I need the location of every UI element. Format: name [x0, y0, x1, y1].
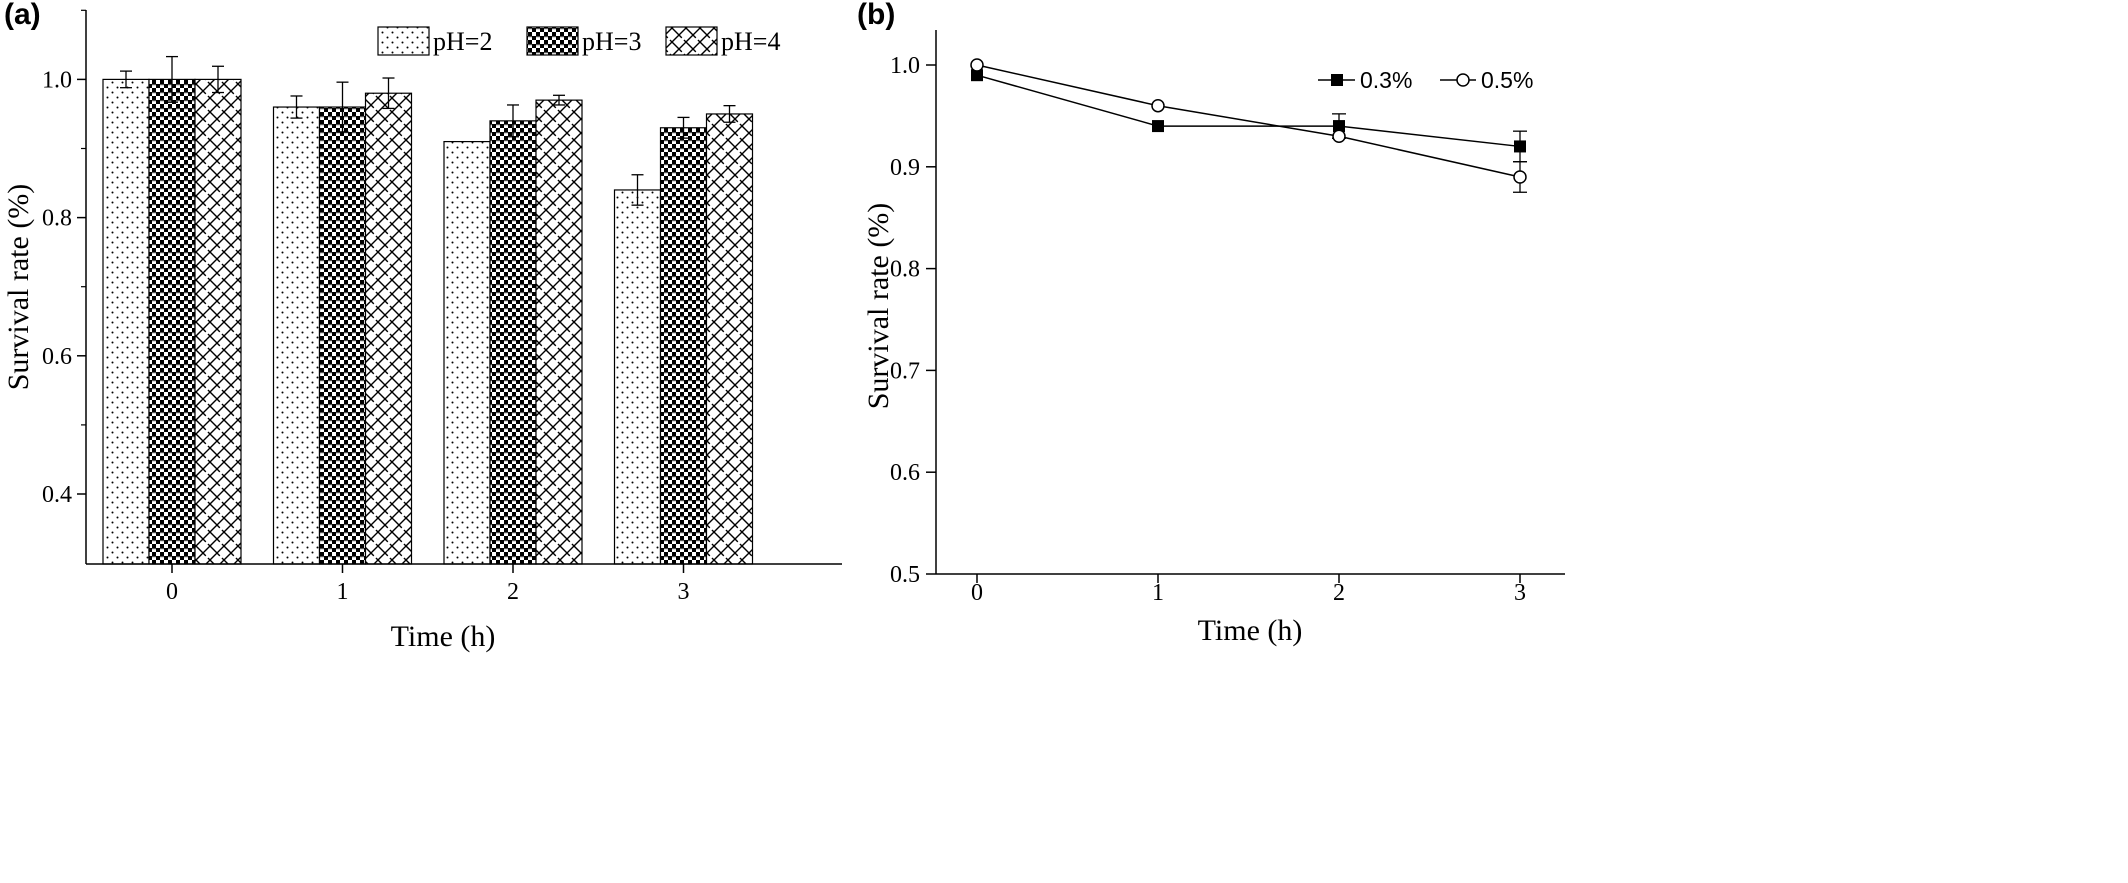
x-axis-title: Time (h) [391, 620, 496, 653]
bar-group [102, 78, 754, 565]
line-chart-panel-b: (b) 0.5 0.6 0.7 0.8 0.9 1.0 0 1 2 3 Time (h) Sur… [857, 0, 1565, 647]
point-0-5-t0 [970, 58, 984, 72]
bar-ph-4-t0 [194, 78, 242, 565]
bar-ph-2-t2 [443, 140, 491, 565]
y-tick-group: 0.4 0.6 0.8 1.0 [42, 9, 86, 508]
y-tick-label-0-6: 0.6 [42, 344, 72, 370]
point-0-3-t0 [971, 69, 983, 82]
y-axis-title: Survival rate (%) [862, 203, 895, 410]
y-tick-label-0-8: 0.8 [890, 257, 920, 283]
legend-label-ph3: pH=3 [582, 27, 641, 56]
point-0-3-t2 [1333, 120, 1345, 133]
legend-label-ph2: pH=2 [433, 27, 492, 56]
bar-ph-4-t1 [364, 92, 413, 565]
legend-marker-0-3 [1331, 74, 1343, 86]
x-tick-label-0: 0 [166, 579, 178, 605]
legend-label-ph4: pH=4 [721, 27, 780, 56]
series-lines [970, 58, 1527, 193]
bar-ph-2-t0 [102, 78, 150, 565]
y-tick-label-1-0: 1.0 [42, 67, 72, 93]
legend-item-0-3: 0.3% [1318, 67, 1412, 93]
bar-ph-3-t0 [148, 78, 196, 565]
bar-ph-4-t2 [535, 99, 583, 565]
y-tick-label-0-9: 0.9 [890, 155, 920, 181]
x-tick-label-0: 0 [971, 580, 983, 606]
x-tick-group: 0 1 2 3 [971, 574, 1526, 606]
error-bar-group [120, 55, 736, 206]
x-tick-label-1: 1 [1152, 580, 1164, 606]
panel-a-label: (a) [4, 0, 41, 31]
bar-chart-panel-a: (a) 0.4 0.6 0.8 1.0 0 1 2 3 Time (h) Survival … [2, 0, 842, 653]
legend-item-ph4: pH=4 [665, 26, 780, 56]
x-tick-label-1: 1 [337, 579, 349, 605]
x-tick-label-2: 2 [1333, 580, 1345, 606]
legend-item-ph3: pH=3 [526, 26, 641, 56]
point-0-3-t3 [1514, 140, 1526, 153]
y-tick-label-0-8: 0.8 [42, 206, 72, 232]
y-tick-label-1-0: 1.0 [890, 53, 920, 79]
bar-ph-4-t3 [705, 113, 754, 565]
bar-ph-3-t1 [318, 106, 367, 565]
x-tick-group: 0 1 2 3 [166, 564, 690, 605]
legend-marker-0-5 [1456, 73, 1470, 87]
x-axis-title: Time (h) [1198, 614, 1303, 647]
panel-b-label: (b) [857, 0, 895, 31]
y-tick-label-0-5: 0.5 [890, 562, 920, 588]
x-tick-label-3: 3 [1514, 580, 1526, 606]
point-0-5-t2 [1332, 129, 1346, 144]
legend-swatch-ph4 [665, 26, 718, 56]
bar-ph-2-t1 [272, 106, 321, 565]
point-0-5-t1 [1151, 98, 1165, 113]
legend-item-0-5: 0.5% [1440, 67, 1533, 93]
bar-ph-3-t2 [489, 120, 537, 565]
y-tick-label-0-6: 0.6 [890, 460, 920, 486]
point-0-5-t3 [1513, 170, 1527, 184]
legend-item-ph2: pH=2 [377, 26, 492, 56]
y-axis-title: Survival rate (%) [2, 184, 35, 391]
x-tick-label-2: 2 [507, 579, 519, 605]
series-line-0-3 [976, 74, 1521, 148]
point-0-3-t1 [1152, 120, 1164, 133]
y-tick-label-0-7: 0.7 [890, 358, 920, 384]
y-tick-label-0-4: 0.4 [42, 482, 72, 508]
x-tick-label-3: 3 [678, 579, 690, 605]
legend-swatch-ph2 [377, 26, 430, 56]
legend-label-0-5: 0.5% [1481, 67, 1533, 93]
bar-ph-2-t3 [613, 189, 662, 565]
legend: pH=2 pH=3 pH=4 [377, 26, 780, 56]
legend-label-0-3: 0.3% [1360, 67, 1412, 93]
y-tick-group: 0.5 0.6 0.7 0.8 0.9 1.0 [890, 53, 936, 588]
legend-swatch-ph3 [526, 26, 579, 56]
series-line-0-5 [976, 64, 1521, 178]
bar-ph-3-t3 [659, 127, 708, 565]
legend: 0.3% 0.5% [1318, 67, 1533, 93]
